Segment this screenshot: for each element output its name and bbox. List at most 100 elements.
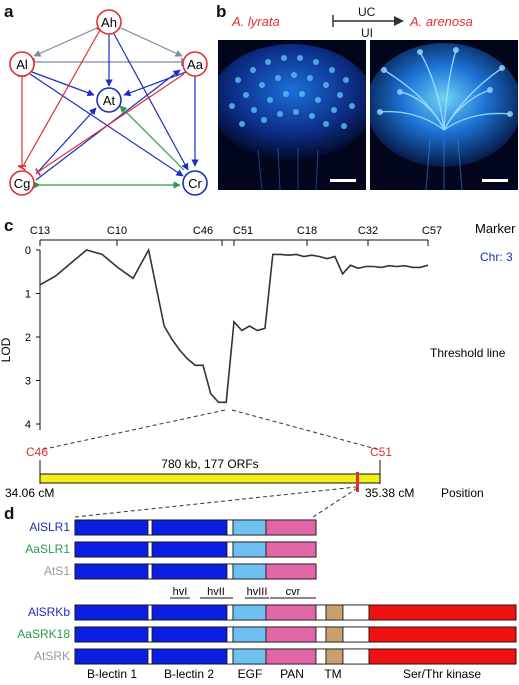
position-label: Position [441, 486, 484, 500]
domain-egf [232, 626, 267, 643]
domain-label-blectin2: B-lectin 2 [164, 667, 214, 681]
edge-ah-cg [17, 27, 105, 171]
srk-rows: AlSRKb AaSRK18 AtSRK [17, 604, 517, 665]
domain-egf [232, 519, 267, 536]
svg-text:Aa: Aa [187, 57, 204, 72]
hv-annotations: hvI hvII hvIII cvr [170, 586, 316, 599]
protein-label: AlSRKb [28, 605, 70, 619]
hv3-label: hvIII [247, 586, 268, 598]
slr-rows: AlSLR1 AaSLR1 AtS1 [25, 519, 317, 580]
y-tick-label: 0 [25, 245, 31, 257]
zoom-line-slr-left [74, 486, 357, 518]
svg-text:At: At [103, 93, 116, 108]
domain-pan [265, 604, 317, 621]
edge-ah-aa [120, 27, 183, 57]
zoom-line-left [39, 409, 226, 451]
protein-label: AaSLR1 [25, 542, 70, 556]
domain-blectin1 [74, 648, 149, 665]
domain-pan [265, 648, 317, 665]
cross-bottom-label: UI [361, 26, 373, 40]
domain-blectin1 [74, 626, 149, 643]
domain-linker [226, 604, 234, 621]
domain-pan [265, 626, 317, 643]
marker-tick-label: C57 [422, 225, 442, 237]
marker-tick-label: C46 [193, 225, 213, 237]
domain-label-tm: TM [324, 667, 341, 681]
protein-row: AlSLR1 [29, 519, 317, 536]
node-al: Al [9, 51, 35, 77]
interaction-network: Ah Al Aa At Cg Cr [9, 9, 208, 196]
marker-tick-label: C51 [233, 225, 253, 237]
domain-blectin2 [151, 563, 228, 580]
protein-row: AtS1 [44, 563, 317, 580]
domain-linker [315, 626, 327, 643]
domain-linker [226, 626, 234, 643]
domain-linker [342, 604, 370, 621]
edge-aa-cg [34, 73, 185, 176]
domain-tm [325, 604, 344, 621]
domain-pan [265, 541, 317, 558]
protein-row: AlSRKb [28, 604, 517, 621]
protein-label: AtS1 [44, 564, 70, 578]
edge-aa-at [123, 71, 187, 97]
interval-text: 780 kb, 177 ORFs [161, 457, 258, 471]
protein-label: AlSLR1 [29, 520, 70, 534]
y-tick-label: 1 [25, 289, 31, 301]
protein-label: AaSRK18 [17, 627, 70, 641]
node-ah: Ah [96, 9, 122, 35]
panel-label-a: a [4, 2, 14, 21]
y-tick-label: 3 [25, 376, 31, 388]
lod-plot: C13 C10 C46 C51 C18 C32 C57 Marker Chr: 3 0 1 2 3… [0, 221, 516, 500]
y-ticks: 0 1 2 3 4 [25, 245, 40, 431]
domain-tm [325, 626, 344, 643]
domain-blectin1 [74, 519, 149, 536]
lod-curve [39, 247, 429, 404]
domain-kinase [368, 626, 517, 643]
domain-linker [226, 519, 234, 536]
hv2-label: hvII [207, 586, 225, 598]
svg-text:Ah: Ah [101, 15, 117, 30]
cross-arrow [332, 15, 404, 27]
domain-egf [232, 604, 267, 621]
marker-tick-label: C18 [297, 225, 317, 237]
edge-ah-cr [112, 31, 189, 171]
zoom-line-right [231, 409, 381, 451]
cvr-label: cvr [286, 586, 301, 598]
micrograph-arenosa [370, 40, 518, 190]
panel-label-b: b [216, 2, 227, 21]
micrograph-lyrata [218, 40, 366, 190]
marker-tick-label: C13 [30, 225, 50, 237]
marker-ticks: C13 C10 C46 C51 C18 C32 C57 [30, 225, 442, 246]
edge-cr-at [119, 105, 185, 171]
domain-linker [342, 648, 370, 665]
srk-position-marker [356, 472, 359, 492]
domain-name-labels: B-lectin 1 B-lectin 2 EGF PAN TM Ser/Thr… [87, 667, 481, 681]
domain-kinase [368, 604, 517, 621]
domain-linker [342, 626, 370, 643]
y-tick-label: 2 [25, 332, 31, 344]
domain-blectin2 [151, 604, 228, 621]
chr-label: Chr: 3 [480, 250, 513, 264]
interval-bar [39, 473, 381, 484]
species-right-label: A. arenosa [410, 14, 473, 29]
protein-row: AaSRK18 [17, 626, 517, 643]
domain-blectin2 [151, 519, 228, 536]
domain-blectin1 [74, 541, 149, 558]
svg-text:Cr: Cr [188, 176, 202, 191]
svg-text:Cg: Cg [14, 176, 31, 191]
svg-text:Al: Al [16, 57, 28, 72]
y-axis-label: LOD [0, 337, 13, 362]
domain-egf [232, 648, 267, 665]
node-cg: Cg [9, 170, 35, 196]
marker-tick-label: C32 [358, 225, 378, 237]
domain-label-egf: EGF [238, 667, 263, 681]
domain-blectin2 [151, 648, 228, 665]
domain-label-kinase: Ser/Thr kinase [403, 667, 481, 681]
node-at: At [96, 87, 122, 113]
domain-blectin2 [151, 541, 228, 558]
protein-label: AtSRK [34, 649, 70, 663]
domain-blectin2 [151, 626, 228, 643]
cross-top-label: UC [358, 5, 376, 19]
domain-linker [315, 648, 327, 665]
y-tick-label: 4 [25, 419, 31, 431]
